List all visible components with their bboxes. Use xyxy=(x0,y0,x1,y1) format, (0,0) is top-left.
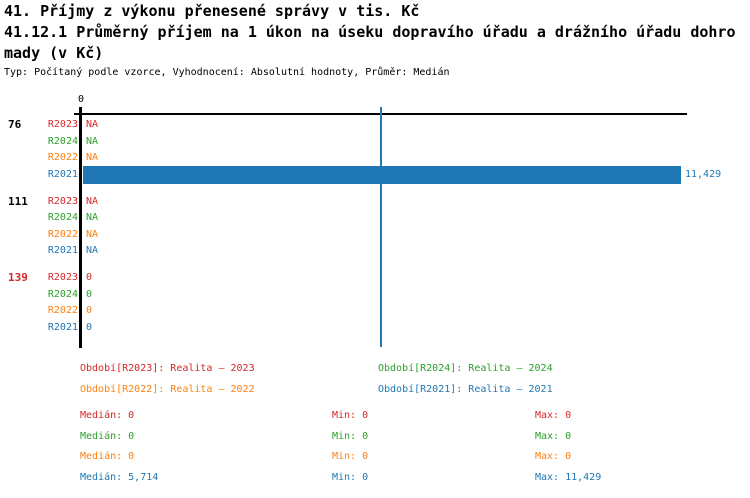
stat-min: Min: 0 xyxy=(332,472,369,483)
series-label-R2022: R2022 xyxy=(47,305,78,316)
legend-item-1: Období[R2023]: Realita – 2023 xyxy=(80,363,255,374)
y-axis-line xyxy=(79,107,82,348)
stat-max: Max: 0 xyxy=(535,451,572,462)
stat-median: Medián: 5,714 xyxy=(80,472,159,483)
value-label: 0 xyxy=(86,272,93,283)
stat-median: Medián: 0 xyxy=(80,451,135,462)
group-label-111: 111 xyxy=(8,194,28,208)
stat-max: Max: 11,429 xyxy=(535,472,602,483)
series-label-R2023: R2023 xyxy=(47,195,78,207)
stat-median: Medián: 0 xyxy=(80,410,135,421)
stat-min: Min: 0 xyxy=(332,410,369,421)
series-label-R2024: R2024 xyxy=(47,212,78,223)
group-label-139: 139 xyxy=(8,271,28,284)
value-label: 0 xyxy=(86,321,93,333)
value-label: NA xyxy=(86,228,99,240)
value-label: NA xyxy=(86,152,99,163)
series-label-R2024: R2024 xyxy=(47,135,78,147)
legend-item-2: Období[R2024]: Realita – 2024 xyxy=(378,363,553,374)
value-label: 0 xyxy=(86,305,93,316)
series-label-R2022: R2022 xyxy=(47,152,78,163)
value-label: NA xyxy=(86,245,99,256)
zero-tick-label: 0 xyxy=(77,94,85,105)
bar-r2021-group-76 xyxy=(83,165,681,184)
legend-item-4: Období[R2021]: Realita – 2021 xyxy=(378,384,553,395)
value-label: NA xyxy=(86,119,99,130)
series-label-R2023: R2023 xyxy=(47,272,78,283)
median-line xyxy=(380,107,382,347)
stat-max: Max: 0 xyxy=(535,431,572,442)
group-label-76: 76 xyxy=(8,118,22,131)
stat-max: Max: 0 xyxy=(535,410,572,421)
series-label-R2023: R2023 xyxy=(47,119,78,130)
stat-min: Min: 0 xyxy=(332,451,369,462)
stat-min: Min: 0 xyxy=(332,431,369,442)
series-label-R2021: R2021 xyxy=(47,168,78,180)
value-label: 0 xyxy=(86,288,93,300)
value-label: NA xyxy=(86,195,99,207)
chart-title-line2: 41.12.1 Průměrný příjem na 1 úkon na úse… xyxy=(4,23,736,41)
series-label-R2021: R2021 xyxy=(47,321,78,333)
bar-value-label: 11,429 xyxy=(685,168,722,180)
series-label-R2024: R2024 xyxy=(47,288,78,300)
chart-title-line3: mady (v Kč) xyxy=(4,44,104,62)
value-label: NA xyxy=(86,135,99,147)
series-label-R2021: R2021 xyxy=(47,245,78,256)
series-label-R2022: R2022 xyxy=(47,228,78,240)
value-label: NA xyxy=(86,212,99,223)
chart-subtitle: Typ: Počítaný podle vzorce, Vyhodnocení:… xyxy=(4,67,450,78)
chart-title-line1: 41. Příjmy z výkonu přenesené správy v t… xyxy=(4,2,420,20)
legend-item-3: Období[R2022]: Realita – 2022 xyxy=(80,384,255,395)
stat-median: Medián: 0 xyxy=(80,431,135,442)
